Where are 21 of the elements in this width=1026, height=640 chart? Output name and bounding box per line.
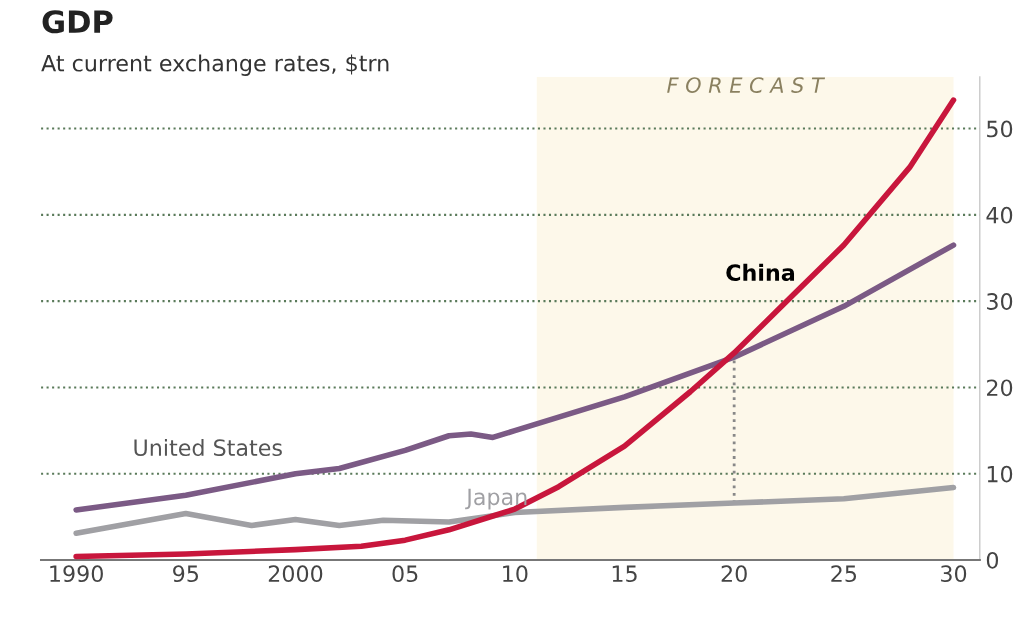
x-tick-label: 20 bbox=[721, 565, 747, 583]
x-tick-label: 25 bbox=[831, 565, 857, 583]
y-tick-label: 20 bbox=[987, 379, 1013, 397]
y-tick-label: 0 bbox=[986, 551, 999, 569]
y-tick-label: 40 bbox=[986, 206, 1013, 224]
x-tick-label: 95 bbox=[173, 565, 198, 583]
y-tick-label: 50 bbox=[987, 120, 1013, 138]
y-tick-label: 10 bbox=[987, 465, 1013, 483]
y-tick-label: 30 bbox=[987, 293, 1013, 310]
x-tick-label: 05 bbox=[392, 565, 418, 583]
chart-title: GDP bbox=[42, 10, 113, 34]
x-tick-label: 2000 bbox=[268, 565, 323, 583]
chart-subtitle: At current exchange rates, $trn bbox=[41, 54, 389, 76]
series-label: Japan bbox=[465, 488, 527, 510]
x-tick-label: 10 bbox=[503, 565, 528, 583]
x-tick-label: 1990 bbox=[50, 565, 103, 583]
x-tick-label: 15 bbox=[612, 565, 637, 583]
x-tick-label: 30 bbox=[941, 565, 967, 583]
band-label: F O R E C A S T bbox=[667, 77, 826, 93]
series-label: China bbox=[726, 263, 795, 282]
series-label: United States bbox=[134, 438, 282, 457]
